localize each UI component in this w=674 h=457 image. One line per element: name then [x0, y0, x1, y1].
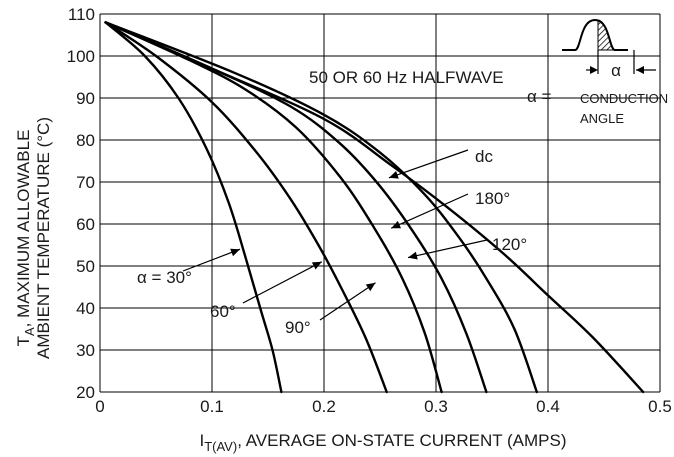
y-tick-label: 70	[76, 173, 95, 192]
y-tick-label: 20	[76, 383, 95, 402]
y-axis-label-line2: AMBIENT TEMPERATURE (°C)	[34, 117, 53, 359]
y-tick-label: 110	[68, 5, 95, 24]
y-tick-label: 30	[76, 341, 95, 360]
annotation-arrow-5	[388, 149, 469, 179]
annotation-arrowhead-3	[408, 251, 418, 260]
y-tick-label: 60	[76, 215, 95, 234]
curves	[104, 21, 645, 394]
y-tick-label: 100	[67, 47, 95, 66]
annotation-arrow-0	[182, 248, 241, 272]
annotation-arrows	[182, 149, 488, 321]
y-axis-label: TA, MAXIMUM ALLOWABLE	[14, 130, 37, 347]
annotation-label-30: α = 30°	[137, 268, 192, 287]
annotation-label-dc: dc	[475, 147, 493, 166]
y-axis-label-2: AMBIENT TEMPERATURE (°C)	[34, 117, 53, 359]
annotation-arrow-4	[390, 193, 469, 229]
annotation-arrowhead-5	[389, 171, 399, 179]
annotation-label-180: 180°	[475, 189, 510, 208]
annotation-label-90: 90°	[285, 318, 311, 337]
grid	[99, 13, 661, 393]
annotation-arrowhead-4	[391, 220, 401, 229]
conduction-angle-line1: CONDUCTION	[580, 91, 668, 106]
series-line-4	[104, 21, 538, 394]
annotation-arrow-3	[407, 239, 488, 259]
series-line-1	[104, 21, 388, 394]
y-tick-label: 80	[76, 131, 95, 150]
x-tick-label: 0.1	[200, 397, 224, 416]
conduction-shaded-area	[597, 19, 616, 51]
x-tick-label: 0.3	[424, 397, 448, 416]
conduction-angle-legend: α α = CONDUCTION ANGLE	[527, 18, 668, 126]
halfwave-waveform-icon	[562, 18, 628, 51]
annotation-label-120: 120°	[492, 235, 527, 254]
annotation-arrowhead-1	[311, 261, 322, 270]
conduction-angle-line2: ANGLE	[580, 111, 624, 126]
x-tick-label: 0.2	[312, 397, 336, 416]
y-tick-label: 40	[76, 299, 95, 318]
annotation-arrow-1	[242, 261, 323, 304]
x-tick-label: 0.5	[648, 397, 672, 416]
chart-title: 50 OR 60 Hz HALFWAVE	[309, 68, 504, 87]
y-tick-label: 90	[76, 89, 95, 108]
x-axis-label: IT(AV), AVERAGE ON-STATE CURRENT (AMPS)	[199, 431, 566, 454]
annotation-label-60: 60°	[210, 302, 236, 321]
tick-labels: 0 0.1 0.2 0.3 0.4 0.5 20 30 40 50 60 70 80 90 100 110	[67, 5, 672, 416]
y-tick-label: 50	[76, 257, 95, 276]
x-tick-label: 0.4	[536, 397, 560, 416]
x-tick-label: 0	[95, 397, 104, 416]
y-axis-label-line1: TA, MAXIMUM ALLOWABLE	[14, 130, 37, 347]
annotation-arrowhead-2	[365, 282, 376, 292]
annotation-arrowhead-0	[230, 248, 240, 257]
annotation-arrow-2	[319, 282, 376, 321]
conduction-angle-symbol: α	[611, 61, 621, 80]
series-line-0	[104, 21, 283, 394]
series-line-2	[104, 21, 443, 394]
conduction-angle-equals: α =	[527, 87, 552, 106]
series-line-5	[104, 21, 645, 394]
